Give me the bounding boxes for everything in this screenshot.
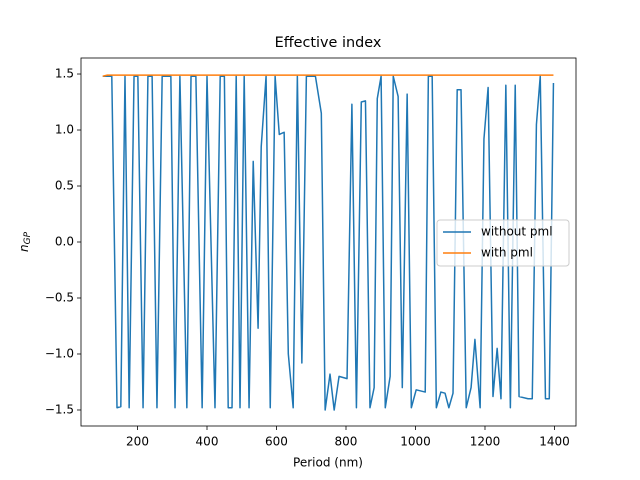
legend-label: without pml (481, 225, 553, 239)
series-line (102, 74, 554, 77)
y-tick-label: −1.5 (45, 402, 74, 416)
x-tick-label: 400 (196, 435, 219, 449)
series-line (102, 75, 555, 411)
y-label-main: n (17, 244, 31, 252)
x-tick-label: 800 (335, 435, 358, 449)
y-label-sub: GP (23, 231, 33, 244)
x-tick-label: 1200 (470, 435, 501, 449)
y-tick-label: 0.0 (55, 235, 74, 249)
axes-frame (80, 57, 577, 427)
x-axis-label: Period (nm) (293, 456, 363, 470)
y-tick-label: 0.5 (55, 179, 74, 193)
y-tick-label: −0.5 (45, 290, 74, 304)
chart-title: Effective index (275, 35, 382, 51)
y-axis-label: nGP (17, 231, 33, 252)
x-tick-label: 1000 (400, 435, 431, 449)
y-tick-label: 1.5 (55, 67, 74, 81)
x-tick-label: 600 (265, 435, 288, 449)
x-tick-label: 200 (126, 435, 149, 449)
legend-label: with pml (481, 246, 533, 260)
legend: without pml with pml (436, 219, 570, 267)
y-tick-label: 1.0 (55, 123, 74, 137)
x-tick-label: 1400 (539, 435, 570, 449)
y-tick-label: −1.0 (45, 346, 74, 360)
